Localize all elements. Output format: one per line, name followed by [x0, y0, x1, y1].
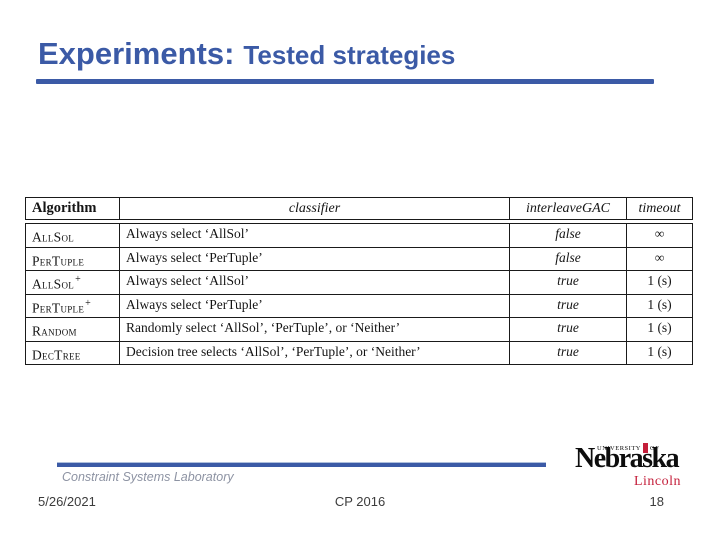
cell-timeout: 1 (s) [626, 341, 692, 364]
logo-lincoln-text: Lincoln [633, 474, 681, 489]
logo-nebraska-wordmark: Nebraska [575, 443, 680, 474]
header-timeout: timeout [626, 198, 692, 219]
cell-timeout: ∞ [626, 224, 692, 247]
logo-of-text: OF [650, 444, 660, 452]
cell-interleave-gac: true [509, 341, 626, 364]
cell-timeout: 1 (s) [626, 318, 692, 341]
footer-date: 5/26/2021 [38, 494, 96, 509]
cell-interleave-gac: false [509, 247, 626, 270]
cell-algorithm: PerTuple [26, 248, 119, 271]
nebraska-n-icon [643, 443, 648, 453]
cell-classifier: Always select ‘PerTuple’ [119, 294, 509, 317]
page-title-primary: Experiments: [38, 36, 235, 71]
cell-interleave-gac: false [509, 224, 626, 247]
table-row: PerTuple Always select ‘PerTuple’ false … [26, 246, 692, 271]
table-row: AllSol+ Always select ‘AllSol’ true 1 (s… [26, 270, 692, 294]
cell-algorithm: DecTree [26, 342, 119, 365]
header-classifier: classifier [119, 198, 509, 219]
algorithm-name: PerTuple [32, 300, 85, 315]
logo-university-text: UNIVERSITY [597, 444, 641, 452]
title-underline [36, 79, 654, 84]
algorithm-name: AllSol [32, 276, 75, 292]
footer-conference: CP 2016 [334, 494, 386, 509]
cell-algorithm: AllSol [26, 224, 119, 247]
nebraska-lincoln-logo: UNIVERSITY OF Nebraska Lincoln [575, 442, 681, 492]
logo-university-of-text: UNIVERSITY OF [597, 443, 659, 453]
cell-classifier: Always select ‘AllSol’ [119, 224, 509, 247]
table-row: Random Randomly select ‘AllSol’, ‘PerTup… [26, 317, 692, 341]
algorithm-name: AllSol [32, 229, 75, 245]
table-row: DecTree Decision tree selects ‘AllSol’, … [26, 340, 692, 365]
cell-algorithm: AllSol+ [26, 271, 119, 294]
cell-algorithm: PerTuple+ [26, 295, 119, 318]
algorithm-name: DecTree [32, 347, 81, 362]
cell-interleave-gac: true [509, 318, 626, 341]
table-row: PerTuple+ Always select ‘PerTuple’ true … [26, 293, 692, 318]
cell-classifier: Always select ‘PerTuple’ [119, 247, 509, 270]
algorithm-sup: + [85, 297, 92, 309]
algorithm-name: Random [32, 323, 77, 339]
cell-interleave-gac: true [509, 294, 626, 317]
header-algorithm: Algorithm [32, 200, 97, 216]
lab-name: Constraint Systems Laboratory [62, 470, 234, 484]
table-body: AllSol Always select ‘AllSol’ false ∞ Pe… [25, 223, 693, 365]
cell-timeout: 1 (s) [626, 271, 692, 294]
header-interleave-gac: interleaveGAC [509, 198, 626, 219]
cell-algorithm: Random [26, 318, 119, 341]
cell-timeout: 1 (s) [626, 294, 692, 317]
algorithm-sup: + [75, 274, 82, 285]
page-title: Experiments: Tested strategies [38, 36, 455, 72]
page-title-secondary: Tested strategies [243, 40, 456, 70]
cell-classifier: Randomly select ‘AllSol’, ‘PerTuple’, or… [119, 318, 509, 341]
footer-divider [57, 462, 546, 467]
cell-timeout: ∞ [626, 247, 692, 270]
cell-classifier: Decision tree selects ‘AllSol’, ‘PerTupl… [119, 341, 509, 364]
table-header-row: Algorithm classifier interleaveGAC timeo… [25, 197, 693, 220]
algorithm-name: PerTuple [32, 253, 85, 268]
page-number: 18 [649, 494, 664, 509]
table-row: AllSol Always select ‘AllSol’ false ∞ [26, 224, 692, 247]
cell-classifier: Always select ‘AllSol’ [119, 271, 509, 294]
cell-interleave-gac: true [509, 271, 626, 294]
strategies-table: Algorithm classifier interleaveGAC timeo… [25, 197, 693, 365]
